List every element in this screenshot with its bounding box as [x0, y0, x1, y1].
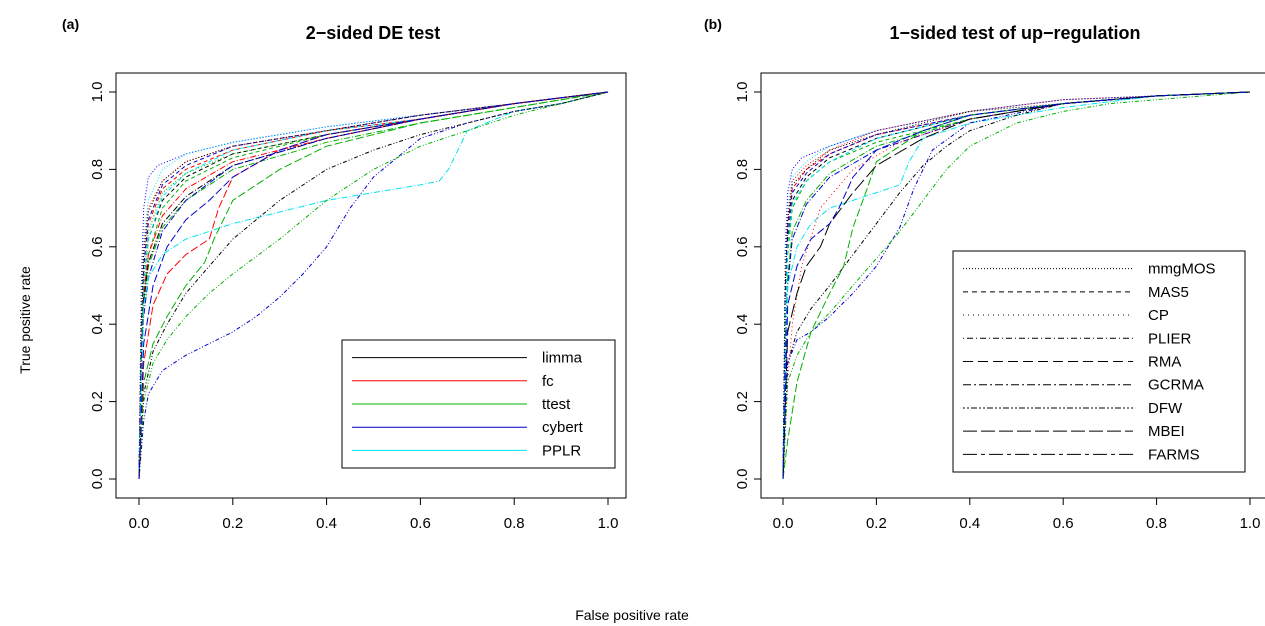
x-axis-label: False positive rate [575, 607, 689, 623]
panel-a-series-line-18 [138, 91, 609, 480]
panel-a-label: (a) [62, 16, 79, 32]
y-axis-label: True positive rate [17, 266, 33, 374]
x-tick-label: 0.4 [316, 515, 337, 532]
legend-label: GCRMA [1148, 377, 1204, 394]
legend-label: ttest [542, 396, 571, 413]
x-tick-label: 0.2 [866, 515, 887, 532]
legend-label: mmgMOS [1148, 261, 1216, 278]
panel-b: (b) 1−sided test of up−regulation 0.0 0.2… [704, 16, 1265, 532]
y-tick-label: 0.2 [89, 391, 106, 412]
panel-a-series-line-16 [138, 91, 609, 480]
x-tick-label: 0.4 [959, 515, 980, 532]
y-tick-label: 0.4 [89, 314, 106, 335]
panel-a-series-line-17 [138, 91, 609, 480]
x-tick-label: 0.0 [129, 515, 150, 532]
legend-label: CP [1148, 307, 1169, 324]
legend-label: limma [542, 350, 583, 367]
panel-a-series-line-8 [138, 91, 609, 480]
x-tick-label: 0.0 [773, 515, 794, 532]
y-tick-label: 0.6 [89, 236, 106, 257]
y-tick-label: 0.0 [734, 469, 751, 490]
x-tick-label: 0.6 [1053, 515, 1074, 532]
panel-a-series-group [138, 91, 609, 480]
y-tick-label: 0.8 [89, 159, 106, 180]
y-tick-label: 1.0 [734, 82, 751, 103]
panel-b-series-line-11 [782, 91, 1251, 480]
x-tick-label: 1.0 [598, 515, 619, 532]
panel-a-series-line-15 [138, 91, 609, 480]
y-tick-label: 1.0 [89, 82, 106, 103]
y-tick-label: 0.2 [734, 391, 751, 412]
panel-b-series-line-14 [782, 91, 1251, 480]
legend-label: DFW [1148, 400, 1183, 417]
panel-b-series-line-6 [782, 91, 1251, 480]
legend-label: PLIER [1148, 330, 1192, 347]
panel-a-series-line-20 [138, 91, 609, 480]
legend-label: FARMS [1148, 446, 1200, 463]
panel-a-legend: limma fc ttest cybert PPLR [341, 339, 616, 469]
panel-a: (a) 2−sided DE test 0.0 0.2 0.4 0.6 0.8 1.00.… [62, 16, 627, 532]
legend-label: MAS5 [1148, 284, 1189, 301]
legend-label: RMA [1148, 354, 1181, 371]
x-tick-label: 0.8 [504, 515, 525, 532]
y-tick-label: 0.0 [89, 469, 106, 490]
legend-label: MBEI [1148, 423, 1185, 440]
panel-a-series-line-9 [138, 91, 609, 480]
panel-b-legend: mmgMOS MAS5 CP PLIER RMA GCRMA DFW MBEI FARMS [952, 250, 1246, 473]
panel-b-series-line-15 [782, 91, 1251, 480]
panel-b-series-line-8 [782, 91, 1251, 480]
legend-label: PPLR [542, 442, 581, 459]
panel-b-label: (b) [704, 16, 722, 32]
x-tick-label: 0.2 [222, 515, 243, 532]
panel-a-axes: 0.0 0.2 0.4 0.6 0.8 1.0 0.0 0.2 0.4 0.6 0.8 1.0 [89, 82, 618, 532]
y-tick-label: 0.8 [734, 159, 751, 180]
legend-label: fc [542, 373, 554, 390]
panel-b-title: 1−sided test of up−regulation [889, 23, 1140, 43]
panel-a-series-line-14 [138, 91, 609, 480]
panel-b-series-line-18 [782, 91, 1251, 480]
panel-b-series-line-7 [782, 91, 1251, 480]
panel-a-title: 2−sided DE test [306, 23, 441, 43]
panel-b-axes: 0.0 0.2 0.4 0.6 0.8 1.0 0.0 0.2 0.4 0.6 0.8 1.0 [734, 82, 1260, 532]
x-tick-label: 1.0 [1240, 515, 1261, 532]
panel-b-series-line-17 [782, 91, 1251, 480]
panel-a-series-line-7 [138, 91, 609, 480]
y-tick-label: 0.4 [734, 314, 751, 335]
panel-a-series-line-5 [138, 91, 609, 480]
x-tick-label: 0.6 [410, 515, 431, 532]
y-tick-label: 0.6 [734, 236, 751, 257]
x-tick-label: 0.8 [1146, 515, 1167, 532]
panel-b-series-group [782, 91, 1251, 480]
panel-b-series-line-13 [782, 91, 1251, 480]
legend-label: cybert [542, 419, 584, 436]
panel-b-series-line-16 [782, 91, 1251, 480]
